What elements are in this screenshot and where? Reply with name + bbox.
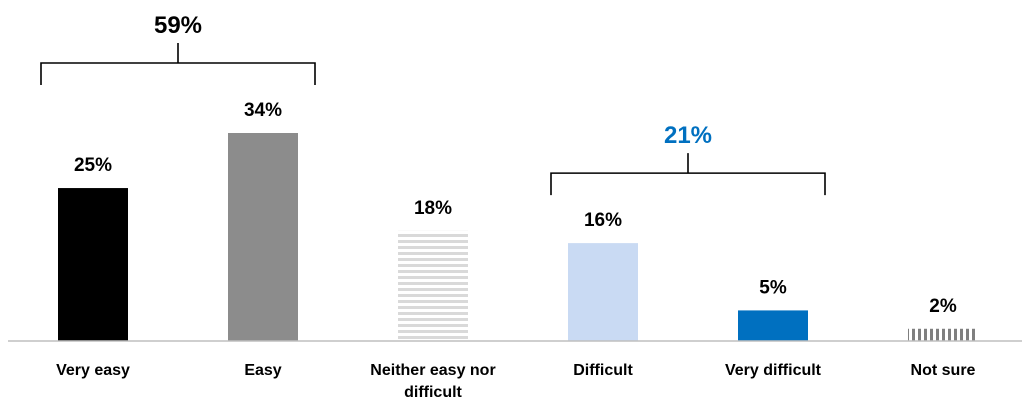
- bar-difficult: [568, 243, 638, 341]
- value-label-very-easy: 25%: [74, 155, 112, 176]
- bar-not-sure: [908, 328, 978, 341]
- value-label-neither-easy-nor-difficult: 18%: [414, 198, 452, 219]
- category-label-neither-easy-nor-difficult-line-1: Neither easy nor: [370, 362, 495, 379]
- bracket-21-pct: [550, 153, 826, 196]
- bracket-59-pct: [40, 43, 316, 85]
- category-label-easy: Easy: [244, 362, 281, 379]
- bar-easy: [228, 133, 298, 341]
- category-label-neither-easy-nor-difficult-line-2: difficult: [404, 384, 462, 401]
- bracket-total-label: 21%: [664, 122, 712, 149]
- value-label-easy: 34%: [244, 100, 282, 121]
- category-label-not-sure: Not sure: [911, 362, 976, 379]
- category-label-very-difficult: Very difficult: [725, 362, 822, 379]
- value-labels-group: 25% 34% 18% 16% 5% 2%: [74, 100, 957, 317]
- value-label-not-sure: 2%: [929, 296, 957, 317]
- value-label-difficult: 16%: [584, 210, 622, 231]
- bar-very-easy: [58, 188, 128, 341]
- bar-neither-easy-nor-difficult: [398, 230, 468, 341]
- value-label-very-difficult: 5%: [759, 277, 787, 298]
- bar-very-difficult: [738, 310, 808, 341]
- bracket-total-label: 59%: [154, 12, 202, 39]
- category-labels-group: Very easy Easy Neither easy nor difficult Di…: [56, 362, 975, 401]
- bars-group: [58, 133, 978, 341]
- category-label-difficult: Difficult: [573, 362, 633, 379]
- category-label-very-easy: Very easy: [56, 362, 130, 379]
- annotations-group: 59% 21%: [40, 12, 826, 196]
